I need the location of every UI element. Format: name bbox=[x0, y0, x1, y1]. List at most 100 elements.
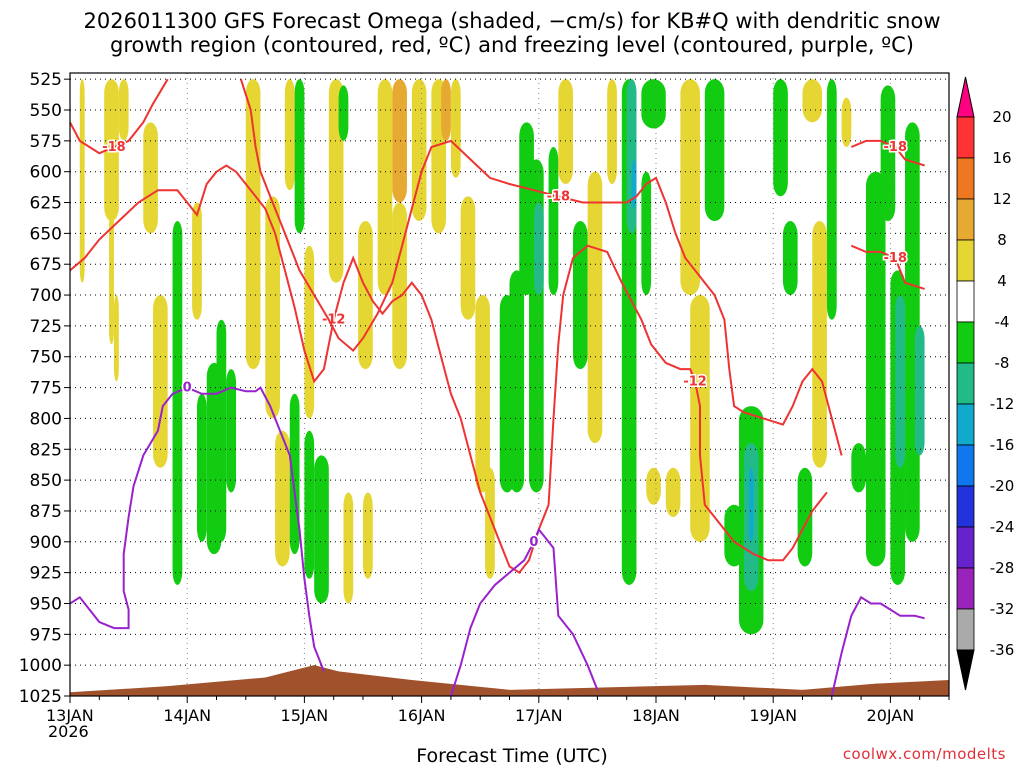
colorbar-segment bbox=[956, 198, 975, 241]
colorbar: 20 16 12 8 4 -4 -8 -12 -16 -20 -24 -28 -32 -36 bbox=[956, 76, 1015, 691]
y-tick-label: 700 bbox=[30, 286, 62, 306]
omega-cell bbox=[392, 202, 407, 370]
colorbar-segment bbox=[956, 239, 975, 282]
omega-cell bbox=[441, 79, 451, 141]
red-contour bbox=[239, 78, 843, 456]
y-tick-label: 775 bbox=[30, 379, 62, 399]
red-contour-label: -18 bbox=[547, 189, 571, 204]
colorbar-tick-label: -4 bbox=[995, 313, 1010, 331]
colorbar-tick-label: 16 bbox=[992, 149, 1011, 167]
y-tick-label: 600 bbox=[30, 163, 62, 183]
colorbar-segment bbox=[956, 321, 975, 364]
colorbar-tick-label: -24 bbox=[990, 518, 1015, 536]
colorbar-tick-label: 8 bbox=[997, 231, 1007, 249]
x-tick-label: 20JAN bbox=[867, 706, 915, 725]
omega-cell bbox=[558, 79, 573, 185]
x-tick-label: 15JAN bbox=[281, 706, 329, 725]
colorbar-tick-label: -36 bbox=[990, 641, 1015, 659]
omega-cell bbox=[724, 504, 744, 567]
omega-cell bbox=[895, 295, 906, 468]
colorbar-bottom-arrow bbox=[956, 649, 975, 691]
x-tick-label: 16JAN bbox=[398, 706, 446, 725]
red-contour bbox=[850, 244, 925, 290]
omega-cell bbox=[641, 171, 652, 296]
colorbar-tick-label: -32 bbox=[990, 600, 1015, 618]
omega-cell bbox=[646, 467, 661, 505]
omega-cell bbox=[109, 171, 114, 345]
terrain bbox=[70, 665, 949, 696]
colorbar-segment bbox=[956, 526, 975, 569]
omega-cell bbox=[304, 430, 315, 579]
omega-cell bbox=[113, 295, 119, 382]
colorbar-tick-label: -28 bbox=[990, 559, 1015, 577]
colorbar-tick-label: -20 bbox=[990, 477, 1015, 495]
chart-title-line2: growth region (contoured, red, ºC) and f… bbox=[110, 33, 914, 57]
omega-cell bbox=[485, 467, 495, 579]
x-axis: 13JAN 14JAN 15JAN 16JAN 17JAN 18JAN 19JAN 20JAN bbox=[46, 696, 950, 725]
omega-cell bbox=[392, 79, 407, 203]
colorbar-top-arrow bbox=[956, 76, 975, 118]
colorbar-segment bbox=[956, 444, 975, 487]
colorbar-tick-label: 20 bbox=[992, 108, 1011, 126]
omega-cell bbox=[880, 85, 896, 222]
x-tick-label: 19JAN bbox=[749, 706, 797, 725]
colorbar-segment bbox=[956, 403, 975, 446]
y-tick-label: 1000 bbox=[19, 656, 62, 676]
omega-cell bbox=[587, 171, 603, 444]
red-contour bbox=[547, 244, 828, 562]
omega-cell bbox=[294, 79, 305, 234]
red-contour bbox=[70, 78, 169, 155]
colorbar-segment bbox=[956, 362, 975, 405]
omega-cell bbox=[79, 79, 85, 283]
colorbar-segment bbox=[956, 116, 975, 159]
x-axis-label: Forecast Time (UTC) bbox=[416, 745, 608, 767]
credit-link[interactable]: coolwx.com/modelts bbox=[842, 745, 1006, 763]
purple-contour-label: 0 bbox=[529, 535, 538, 550]
omega-cell bbox=[748, 467, 754, 542]
omega-cell bbox=[304, 245, 315, 419]
dendritic-contours: -12-12-18-18-18-18 bbox=[70, 78, 925, 574]
omega-cell bbox=[450, 79, 461, 178]
x-tick-label: 14JAN bbox=[163, 706, 211, 725]
y-tick-label: 550 bbox=[30, 101, 62, 121]
omega-cell bbox=[196, 393, 207, 542]
red-contour-label: -18 bbox=[884, 140, 908, 155]
omega-cell bbox=[226, 369, 237, 493]
y-tick-label: 850 bbox=[30, 471, 62, 491]
y-tick-label: 675 bbox=[30, 255, 62, 275]
y-tick-label: 1025 bbox=[19, 687, 62, 707]
y-tick-label: 975 bbox=[30, 625, 62, 645]
red-contour-label: -18 bbox=[884, 251, 908, 266]
omega-cell bbox=[377, 79, 393, 296]
omega-cell bbox=[773, 79, 788, 197]
y-axis: 525 550 575 600 625 650 675 700 725 750 775 800 825 8… bbox=[19, 70, 70, 707]
y-tick-label: 575 bbox=[30, 132, 62, 152]
y-tick-label: 800 bbox=[30, 409, 62, 429]
y-tick-label: 750 bbox=[30, 348, 62, 368]
colorbar-segment bbox=[956, 157, 975, 200]
omega-cell bbox=[192, 202, 202, 320]
omega-cell bbox=[143, 122, 158, 234]
omega-cell bbox=[343, 492, 354, 604]
omega-cell bbox=[118, 79, 129, 141]
colorbar-segment bbox=[956, 485, 975, 528]
omega-cell bbox=[826, 79, 837, 320]
omega-cell bbox=[812, 221, 827, 468]
y-tick-label: 725 bbox=[30, 317, 62, 337]
y-tick-label: 875 bbox=[30, 502, 62, 522]
y-tick-label: 625 bbox=[30, 194, 62, 214]
omega-cell bbox=[797, 467, 813, 567]
omega-cell bbox=[338, 85, 349, 141]
freezing-level-contours: 00 bbox=[70, 379, 925, 696]
omega-cell bbox=[104, 79, 119, 222]
omega-cell bbox=[275, 430, 290, 567]
omega-cell bbox=[626, 79, 637, 234]
omega-cell bbox=[460, 196, 476, 320]
omega-cell bbox=[475, 295, 490, 493]
omega-cell bbox=[680, 79, 700, 296]
omega-cell bbox=[841, 97, 852, 148]
colorbar-tick-label: -12 bbox=[990, 395, 1015, 413]
omega-cell bbox=[851, 443, 866, 493]
colorbar-tick-label: 12 bbox=[992, 190, 1011, 208]
year-label: 2026 bbox=[48, 722, 89, 741]
